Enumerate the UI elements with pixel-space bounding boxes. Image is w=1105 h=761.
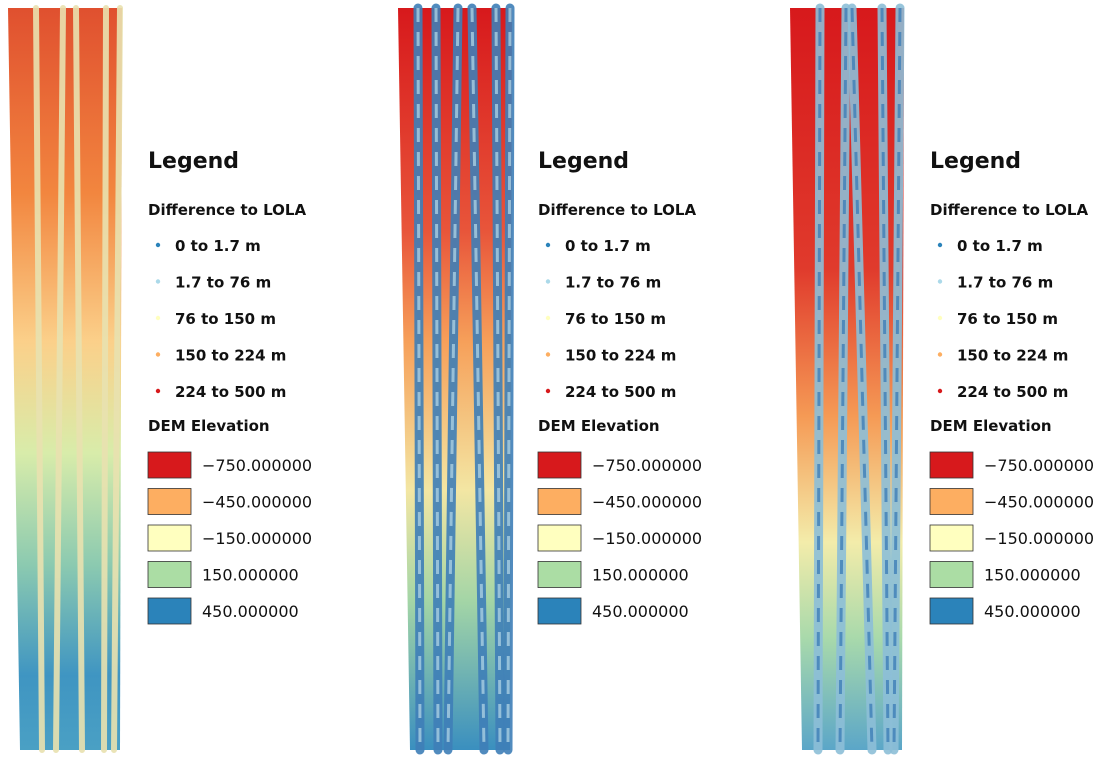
legend-item: 1.7 to 76 m [565, 274, 661, 292]
legend-dot [546, 243, 550, 247]
legend-dot [938, 243, 942, 247]
legend-swatch [148, 598, 191, 624]
legend-title: Legend [538, 149, 629, 174]
legend-swatch [538, 598, 581, 624]
legend-item: 450.000000 [202, 602, 299, 621]
legend-group-title: Difference to LOLA [148, 201, 306, 219]
legend-item: 1.7 to 76 m [957, 274, 1053, 292]
legend-item: 224 to 500 m [565, 383, 676, 401]
dem-strips [8, 8, 904, 750]
legend-dot [938, 316, 942, 320]
legend-dot [156, 316, 160, 320]
legend-dot [546, 316, 550, 320]
legends: Legend Difference to LOLA 0 to 1.7 m 1.7 to… [148, 149, 1094, 624]
legend-swatch [538, 452, 581, 478]
legend-item: 224 to 500 m [175, 383, 286, 401]
legend-swatch [930, 489, 973, 515]
legend-item: 150.000000 [202, 566, 299, 585]
legend-item: −450.000000 [984, 493, 1094, 512]
legend-item: 150.000000 [984, 566, 1081, 585]
legend-item: 450.000000 [592, 602, 689, 621]
legend-dot [156, 279, 160, 283]
legend-dot [546, 389, 550, 393]
legend-item: −750.000000 [984, 456, 1094, 475]
legend-group-title: Difference to LOLA [538, 201, 696, 219]
legend-item: 150.000000 [592, 566, 689, 585]
legend-item: 1.7 to 76 m [175, 274, 271, 292]
legend-item: 0 to 1.7 m [957, 237, 1043, 255]
legend-swatch [538, 562, 581, 588]
legend-swatch [930, 525, 973, 551]
legend-group-title: DEM Elevation [148, 417, 270, 435]
legend-dot [938, 279, 942, 283]
legend-item: 150 to 224 m [565, 347, 676, 365]
legend-swatch [930, 452, 973, 478]
legend-dot [938, 352, 942, 356]
legend-title: Legend [148, 149, 239, 174]
legend-group-title: DEM Elevation [930, 417, 1052, 435]
legend-item: −450.000000 [202, 493, 312, 512]
legend-dot [938, 389, 942, 393]
legend-item: 0 to 1.7 m [565, 237, 651, 255]
legend-dot [156, 352, 160, 356]
legend-swatch [148, 489, 191, 515]
legend-dot [156, 389, 160, 393]
legend-item: 450.000000 [984, 602, 1081, 621]
legend-group-title: DEM Elevation [538, 417, 660, 435]
legend-item: 224 to 500 m [957, 383, 1068, 401]
legend-item: 150 to 224 m [957, 347, 1068, 365]
legend-swatch [930, 562, 973, 588]
legend-swatch [148, 452, 191, 478]
legend-item: −150.000000 [592, 529, 702, 548]
legend-item: 76 to 150 m [957, 310, 1058, 328]
map-figure: Legend Difference to LOLA 0 to 1.7 m 1.7 to… [0, 0, 1105, 757]
legend-item: −450.000000 [592, 493, 702, 512]
legend-item: −750.000000 [202, 456, 312, 475]
legend-swatch [538, 489, 581, 515]
legend-item: −750.000000 [592, 456, 702, 475]
legend-swatch [148, 562, 191, 588]
legend-title: Legend [930, 149, 1021, 174]
legend-group-title: Difference to LOLA [930, 201, 1088, 219]
legend-dot [546, 352, 550, 356]
legend-item: 76 to 150 m [565, 310, 666, 328]
lola-track [104, 8, 106, 750]
legend-swatch [930, 598, 973, 624]
legend-item: −150.000000 [202, 529, 312, 548]
legend-dot [546, 279, 550, 283]
legend-swatch [538, 525, 581, 551]
legend-item: 0 to 1.7 m [175, 237, 261, 255]
legend-dot [156, 243, 160, 247]
legend-item: 76 to 150 m [175, 310, 276, 328]
legend-swatch [148, 525, 191, 551]
legend-item: 150 to 224 m [175, 347, 286, 365]
legend-item: −150.000000 [984, 529, 1094, 548]
